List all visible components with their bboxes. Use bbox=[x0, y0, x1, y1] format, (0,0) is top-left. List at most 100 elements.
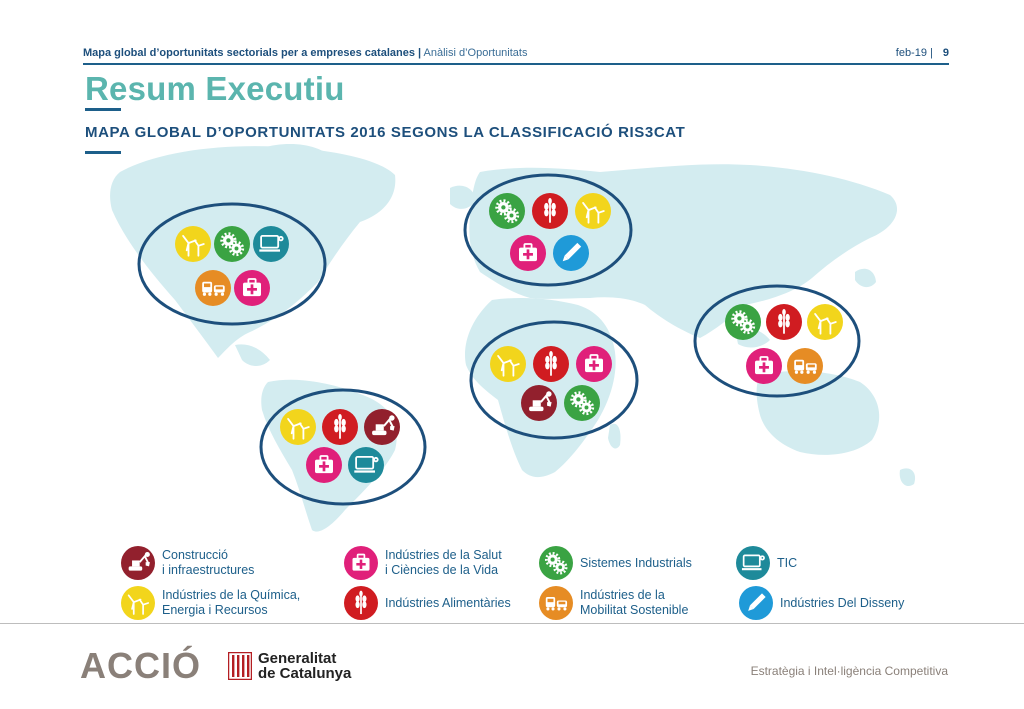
vehicles-icon bbox=[539, 586, 573, 620]
section-subtitle: MAPA GLOBAL D’OPORTUNITATS 2016 SEGONS L… bbox=[85, 124, 686, 141]
medical-kit-icon bbox=[306, 447, 342, 483]
legend-label: Indústries Del Disseny bbox=[780, 596, 904, 611]
legend-item-mobility: Indústries de la Mobilitat Sostenible bbox=[538, 585, 688, 621]
legend-label: Indústries de la Mobilitat Sostenible bbox=[580, 588, 688, 618]
legend-label: Construcció i infraestructures bbox=[162, 548, 254, 578]
legend-label: TIC bbox=[777, 556, 797, 571]
subtitle-underline bbox=[85, 151, 121, 154]
computer-icon bbox=[253, 226, 289, 262]
document-date: feb-19 | bbox=[895, 47, 933, 59]
legend-label-line: TIC bbox=[777, 555, 798, 570]
vehicles-icon bbox=[195, 270, 231, 306]
document-title: Mapa global d’oportunitats sectorials pe… bbox=[83, 47, 527, 59]
landmass bbox=[235, 344, 270, 366]
generalitat-wordmark: Generalitat de Catalunya bbox=[258, 651, 351, 681]
legend-label-line: Indústries de la Química, bbox=[162, 588, 301, 602]
region-south-america bbox=[259, 388, 427, 506]
legend-label: Indústries de la Salut i Ciències de la V… bbox=[385, 548, 502, 578]
region-asia bbox=[693, 284, 861, 398]
landmass bbox=[450, 185, 476, 209]
excavator-icon bbox=[364, 409, 400, 445]
wheat-icon bbox=[533, 346, 569, 382]
wheat-icon bbox=[344, 586, 378, 620]
legend-label-line: Indústries Alimentàries bbox=[385, 595, 511, 610]
gears-icon bbox=[539, 546, 573, 580]
legend-label-line: Energia i Recursos bbox=[162, 603, 268, 617]
wind-turbine-icon bbox=[175, 226, 211, 262]
region-outline bbox=[137, 202, 327, 326]
excavator-icon bbox=[521, 385, 557, 421]
wheat-icon bbox=[322, 409, 358, 445]
title-underline bbox=[85, 108, 121, 111]
medical-kit-icon bbox=[344, 546, 378, 580]
pencil-icon bbox=[739, 586, 773, 620]
region-outline bbox=[463, 173, 633, 287]
generalitat-line-2: de Catalunya bbox=[258, 665, 352, 682]
region-clusters bbox=[137, 173, 861, 506]
legend-label: Indústries Alimentàries bbox=[385, 596, 511, 611]
wind-turbine-icon bbox=[490, 346, 526, 382]
pencil-icon bbox=[553, 235, 589, 271]
region-outline bbox=[693, 284, 861, 398]
generalitat-logo-icon bbox=[228, 652, 252, 680]
medical-kit-icon bbox=[510, 235, 546, 271]
region-outline bbox=[259, 388, 427, 506]
legend-label-line: Mobilitat Sostenible bbox=[580, 603, 689, 617]
page-info: feb-19 | 9 bbox=[896, 47, 949, 59]
medical-kit-icon bbox=[746, 348, 782, 384]
excavator-icon bbox=[121, 546, 155, 580]
page-title: Resum Executiu bbox=[85, 70, 345, 107]
legend-item-food: Indústries Alimentàries bbox=[343, 585, 511, 621]
wind-turbine-icon bbox=[807, 304, 843, 340]
region-north-america bbox=[137, 202, 327, 326]
legend-label-line: Construcció bbox=[162, 548, 228, 562]
gears-icon bbox=[725, 304, 761, 340]
legend-label-line: Indústries Del Disseny bbox=[780, 595, 905, 610]
world-map-land bbox=[110, 144, 916, 532]
landmass bbox=[899, 468, 916, 487]
vehicles-icon bbox=[787, 348, 823, 384]
wind-turbine-icon bbox=[280, 409, 316, 445]
gears-icon bbox=[489, 193, 525, 229]
legend-item-energy: Indústries de la Química, Energia i Recur… bbox=[120, 585, 300, 621]
wheat-icon bbox=[766, 304, 802, 340]
legend-label-line: i infraestructures bbox=[162, 563, 255, 577]
legend-label-line: Indústries de la bbox=[580, 588, 665, 602]
gears-icon bbox=[214, 226, 250, 262]
gears-icon bbox=[564, 385, 600, 421]
legend-label: Indústries de la Química, Energia i Recur… bbox=[162, 588, 300, 618]
computer-icon bbox=[736, 546, 770, 580]
legend-label: Sistemes Industrials bbox=[580, 556, 692, 571]
legend-item-tic: TIC bbox=[735, 545, 797, 581]
landmass bbox=[855, 268, 876, 288]
document-section: Anàlisi d’Oportunitats bbox=[423, 47, 528, 59]
region-outline bbox=[469, 320, 639, 440]
generalitat-line-1: Generalitat bbox=[258, 650, 337, 667]
legend-item-health: Indústries de la Salut i Ciències de la V… bbox=[343, 545, 502, 581]
legend-label-line: Sistemes Industrials bbox=[580, 555, 692, 570]
medical-kit-icon bbox=[234, 270, 270, 306]
footer-tagline: Estratègia i Intel·ligència Competitiva bbox=[750, 664, 948, 678]
region-africa bbox=[469, 320, 639, 440]
page-number: 9 bbox=[942, 47, 949, 59]
landmass bbox=[608, 423, 621, 449]
world-map bbox=[110, 144, 916, 532]
legend-label-line: Indústries de la Salut bbox=[385, 548, 502, 562]
legend-label-line: i Ciències de la Vida bbox=[385, 563, 499, 577]
computer-icon bbox=[348, 447, 384, 483]
region-europe bbox=[463, 173, 633, 287]
legend-item-construction: Construcció i infraestructures bbox=[120, 545, 254, 581]
legend-item-industrial: Sistemes Industrials bbox=[538, 545, 692, 581]
wind-turbine-icon bbox=[121, 586, 155, 620]
legend-item-design: Indústries Del Disseny bbox=[738, 585, 904, 621]
footer-divider bbox=[0, 623, 1024, 624]
document-title-main: Mapa global d’oportunitats sectorials pe… bbox=[83, 47, 422, 59]
wheat-icon bbox=[532, 193, 568, 229]
landmass bbox=[756, 370, 880, 455]
landmass bbox=[110, 146, 396, 358]
medical-kit-icon bbox=[576, 346, 612, 382]
page-header: Mapa global d’oportunitats sectorials pe… bbox=[83, 45, 949, 65]
landmass bbox=[261, 144, 335, 173]
wind-turbine-icon bbox=[575, 193, 611, 229]
accio-logo: ACCIÓ bbox=[80, 645, 201, 686]
